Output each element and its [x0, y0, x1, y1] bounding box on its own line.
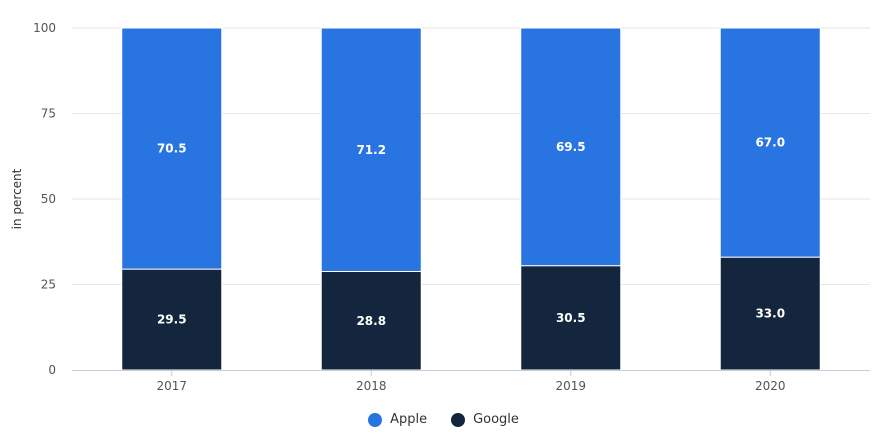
y-axis-ticks: 0 25 50 75 100	[33, 21, 56, 377]
legend-item-apple[interactable]: Apple	[368, 412, 427, 427]
x-tick-label: 2019	[555, 379, 586, 393]
bar-google-2020[interactable]	[719, 256, 821, 371]
legend-label-google: Google	[473, 412, 519, 427]
legend-item-google[interactable]: Google	[451, 412, 519, 427]
x-tick-label: 2017	[156, 379, 187, 393]
bar-apple-2020[interactable]	[719, 27, 821, 258]
legend-marker-apple	[368, 412, 383, 427]
y-tick-label: 100	[33, 21, 56, 35]
data-label-apple-2020: 67.0	[755, 136, 785, 150]
data-label-apple-2018: 71.2	[356, 143, 386, 157]
data-label-google-2020: 33.0	[755, 307, 785, 321]
y-axis-title: in percent	[10, 168, 24, 229]
bar-google-2018[interactable]	[320, 271, 422, 371]
x-axis-ticks: 2017 2018 2019 2020	[156, 370, 786, 393]
bar-apple-2017[interactable]	[121, 27, 223, 270]
bar-apple-2019[interactable]	[520, 27, 622, 267]
bar-apple-2018[interactable]	[320, 27, 422, 273]
x-tick-label: 2018	[356, 379, 387, 393]
data-label-apple-2017: 70.5	[157, 142, 187, 156]
y-tick-label: 50	[41, 192, 56, 206]
y-tick-label: 0	[48, 363, 56, 377]
data-label-apple-2019: 69.5	[556, 140, 586, 154]
data-label-google-2017: 29.5	[157, 313, 187, 327]
bar-google-2019[interactable]	[520, 265, 622, 371]
legend: Apple Google	[0, 412, 887, 427]
y-tick-label: 75	[41, 107, 56, 121]
legend-label-apple: Apple	[390, 412, 428, 427]
x-tick-label: 2020	[755, 379, 786, 393]
bar-google-2017[interactable]	[121, 268, 223, 371]
legend-marker-google	[451, 412, 466, 427]
bars: 29.5 70.5 28.8 71.2 30.5 69.5 33.0 67.0	[121, 27, 821, 371]
y-tick-label: 25	[41, 278, 56, 292]
data-label-google-2019: 30.5	[556, 311, 586, 325]
data-label-google-2018: 28.8	[356, 314, 386, 328]
